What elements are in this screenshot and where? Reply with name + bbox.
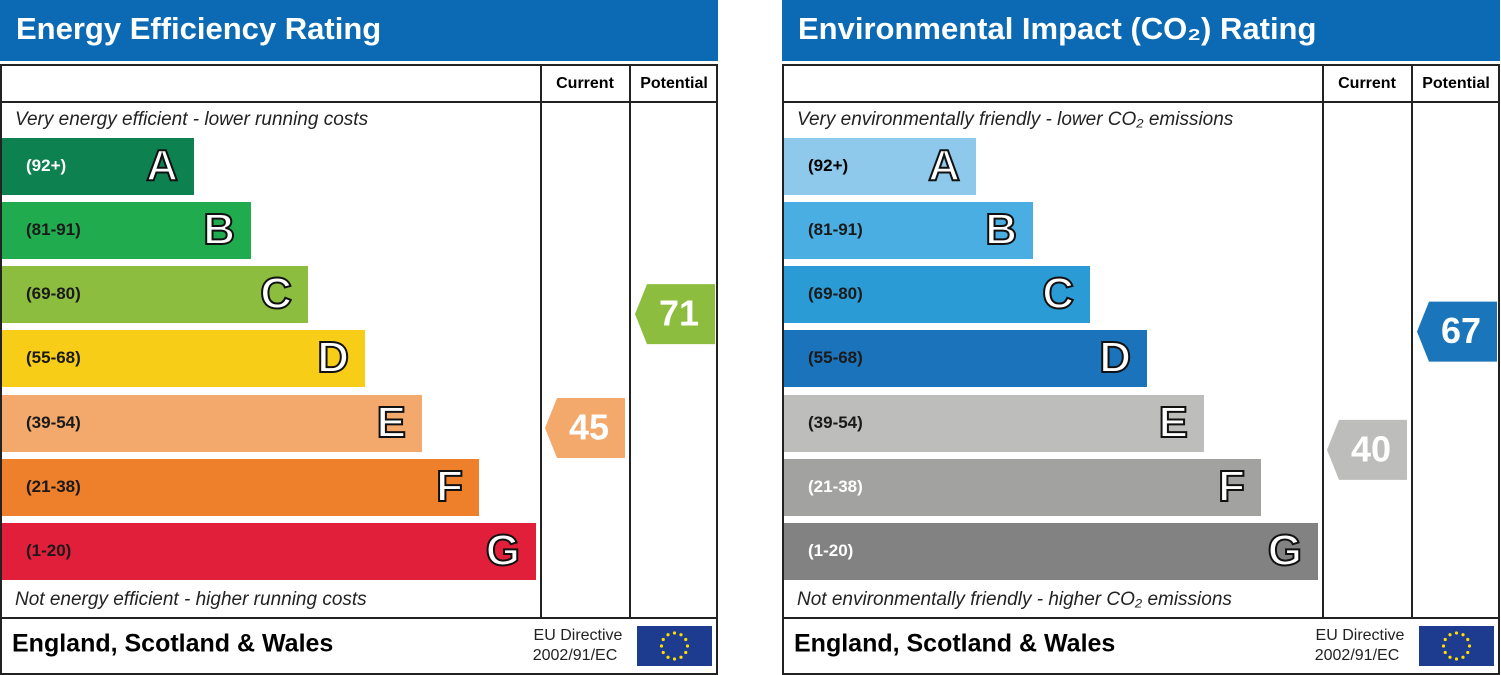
column-header: Current xyxy=(556,75,614,92)
flag-star xyxy=(672,657,677,661)
flag-star xyxy=(1454,631,1459,635)
flag-star xyxy=(684,650,688,655)
band-letter: D xyxy=(317,333,349,382)
band-range: (1-20) xyxy=(26,541,71,560)
flag-star xyxy=(1467,644,1472,648)
flag-star xyxy=(661,637,665,642)
band-range: (55-68) xyxy=(26,348,81,367)
directive: EU Directive xyxy=(1316,627,1405,644)
band-range: (69-80) xyxy=(26,284,81,303)
rating-panel: Environmental Impact (CO₂) Rating Current… xyxy=(782,0,1500,675)
flag-star xyxy=(1443,637,1447,642)
band-bar xyxy=(2,330,365,387)
band-range: (21-38) xyxy=(26,477,81,496)
directive: 2002/91/EC xyxy=(533,647,618,664)
band-range: (39-54) xyxy=(26,413,81,432)
band-letter: E xyxy=(377,398,406,447)
rating-panel: Energy Efficiency Rating Current Potential… xyxy=(0,0,718,675)
rating-arrow xyxy=(1327,419,1407,480)
band-letter: B xyxy=(985,205,1017,254)
rating-arrow xyxy=(635,284,715,345)
directive: 2002/91/EC xyxy=(1315,647,1400,664)
band-range: (81-91) xyxy=(26,220,81,239)
rating-arrow xyxy=(545,398,625,458)
column-header: Potential xyxy=(1422,75,1490,92)
rating-value: 45 xyxy=(569,407,609,448)
band-letter: D xyxy=(1099,333,1131,382)
bottom-note: Not environmentally friendly - higher CO… xyxy=(797,589,1232,610)
band-bar xyxy=(784,202,1033,259)
band-letter: B xyxy=(203,205,235,254)
column-header: Potential xyxy=(640,75,708,92)
band-range: (81-91) xyxy=(808,220,863,239)
rating-value: 71 xyxy=(659,293,699,334)
band-range: (21-38) xyxy=(808,477,863,496)
flag-star xyxy=(1466,650,1470,655)
flag-star xyxy=(1454,657,1459,661)
rating-arrow xyxy=(1417,301,1497,362)
flag-star xyxy=(661,650,665,655)
flag-star xyxy=(666,633,670,637)
region: England, Scotland & Wales xyxy=(794,630,1115,658)
band-bar xyxy=(2,138,194,195)
band-letter: G xyxy=(486,526,520,575)
band-bar xyxy=(2,523,536,580)
band-bar xyxy=(2,266,308,323)
flag-star xyxy=(1461,655,1465,659)
band-range: (92+) xyxy=(26,156,66,175)
column-header: Current xyxy=(1338,75,1396,92)
flag-star xyxy=(1448,633,1452,637)
band-range: (69-80) xyxy=(808,284,863,303)
directive: EU Directive xyxy=(534,627,623,644)
band-letter: C xyxy=(1042,269,1074,318)
flag-star xyxy=(672,631,677,635)
band-letter: A xyxy=(928,141,960,190)
band-letter: G xyxy=(1268,526,1302,575)
band-range: (55-68) xyxy=(808,348,863,367)
bottom-note: Not energy efficient - higher running co… xyxy=(15,589,367,610)
band-range: (1-20) xyxy=(808,541,853,560)
header-bar xyxy=(782,0,1500,61)
band-bar xyxy=(784,523,1318,580)
flag-star xyxy=(1461,633,1465,637)
rating-value: 40 xyxy=(1351,428,1391,469)
flag-star xyxy=(1448,655,1452,659)
flag-star xyxy=(685,644,690,648)
band-letter: F xyxy=(1218,462,1245,511)
band-letter: A xyxy=(146,141,178,190)
flag-star xyxy=(666,655,670,659)
band-letter: E xyxy=(1159,398,1188,447)
band-bar xyxy=(784,459,1261,516)
flag-star xyxy=(684,637,688,642)
flag-star xyxy=(659,644,664,648)
panel-title: Environmental Impact (CO₂) Rating xyxy=(798,11,1316,46)
flag-star xyxy=(1441,644,1446,648)
band-range: (92+) xyxy=(808,156,848,175)
flag-star xyxy=(679,655,683,659)
band-bar xyxy=(2,459,479,516)
top-note: Very environmentally friendly - lower CO… xyxy=(797,109,1234,130)
header-bar xyxy=(0,0,718,61)
band-bar xyxy=(784,266,1090,323)
band-bar xyxy=(784,395,1204,452)
panel-title: Energy Efficiency Rating xyxy=(16,11,381,46)
band-bar xyxy=(784,138,976,195)
flag-star xyxy=(1443,650,1447,655)
rating-value: 67 xyxy=(1441,310,1481,351)
flag-star xyxy=(679,633,683,637)
band-bar xyxy=(784,330,1147,387)
band-bar xyxy=(2,395,422,452)
band-letter: C xyxy=(260,269,292,318)
region: England, Scotland & Wales xyxy=(12,630,333,658)
band-range: (39-54) xyxy=(808,413,863,432)
top-note: Very energy efficient - lower running co… xyxy=(15,109,369,130)
flag-star xyxy=(1466,637,1470,642)
band-bar xyxy=(2,202,251,259)
band-letter: F xyxy=(436,462,463,511)
